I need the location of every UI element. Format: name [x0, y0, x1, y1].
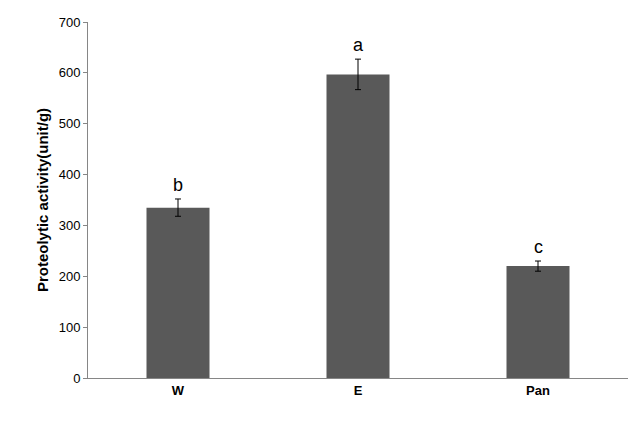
svg-text:b: b	[173, 175, 183, 195]
svg-text:500: 500	[59, 116, 81, 131]
svg-text:Pan: Pan	[526, 383, 550, 398]
svg-text:E: E	[354, 383, 363, 398]
svg-text:700: 700	[59, 15, 81, 30]
svg-text:Proteolytic activity(unit/g): Proteolytic activity(unit/g)	[34, 108, 51, 292]
svg-text:0: 0	[73, 371, 80, 386]
svg-text:c: c	[534, 237, 543, 257]
svg-text:100: 100	[59, 320, 81, 335]
svg-text:a: a	[353, 35, 364, 55]
svg-text:400: 400	[59, 167, 81, 182]
svg-text:200: 200	[59, 269, 81, 284]
svg-text:W: W	[172, 383, 185, 398]
svg-text:300: 300	[59, 218, 81, 233]
svg-text:600: 600	[59, 65, 81, 80]
